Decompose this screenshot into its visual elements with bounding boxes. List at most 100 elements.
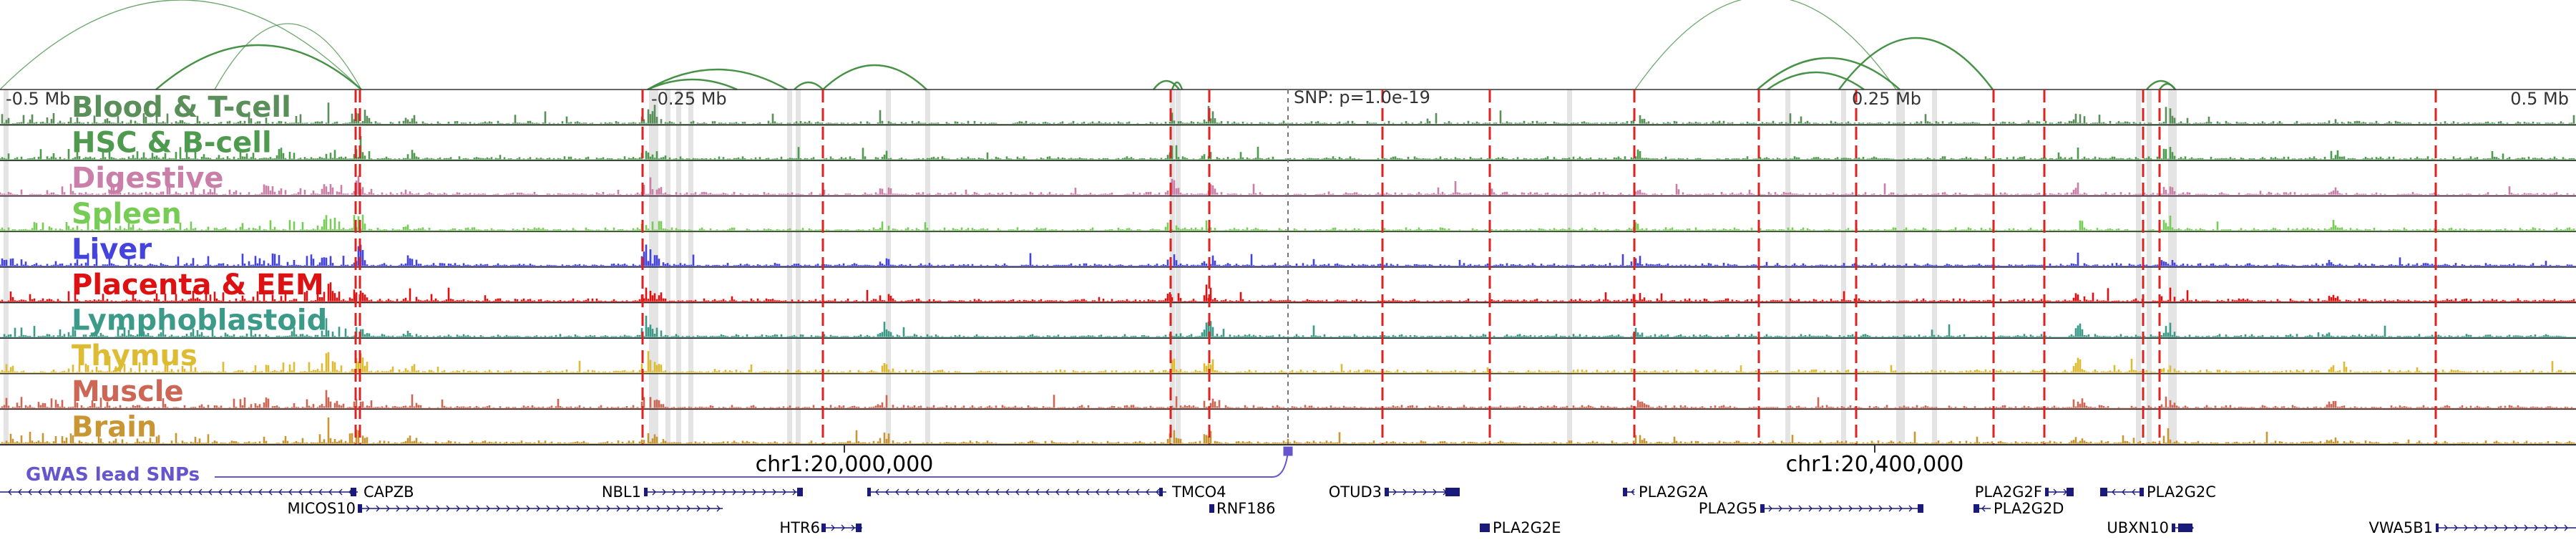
gene-exon <box>1209 504 1214 513</box>
interaction-arc <box>2159 82 2176 90</box>
gene-label: PLA2G2E <box>1493 519 1561 536</box>
gene-exon <box>2067 488 2074 496</box>
gene-exon <box>2178 524 2192 532</box>
track-label: Liver <box>72 233 152 266</box>
signal-track <box>0 337 2576 374</box>
gene-label: PLA2G2C <box>2147 483 2216 501</box>
interaction-arc <box>647 78 738 91</box>
coord-quarter-left-label: -0.25 Mb <box>651 89 727 109</box>
signal-bars <box>0 136 2575 160</box>
gene-pla2g2a[interactable]: PLA2G2A <box>1623 483 1708 501</box>
interaction-arc <box>1838 37 1994 90</box>
gene-label: PLA2G2D <box>1994 500 2064 517</box>
gwas-track: GWAS lead SNPs <box>26 446 1293 486</box>
gene-exon <box>1445 488 1460 496</box>
gene-label: NBL1 <box>602 483 641 501</box>
gwas-snp-marker[interactable] <box>1283 446 1293 456</box>
snp-label: SNP: p=1.0e-19 <box>1294 87 1430 107</box>
gene-label: PLA2G5 <box>1699 500 1757 517</box>
interaction-arc <box>1153 79 1180 90</box>
interaction-arc <box>155 44 362 90</box>
gene-exon <box>1385 488 1389 496</box>
gene-pla2g2f[interactable]: PLA2G2F <box>1975 483 2074 501</box>
gene-exon <box>1918 504 1923 513</box>
gene-label: MICOS10 <box>287 500 356 517</box>
gene-otud3[interactable]: OTUD3 <box>1329 483 1460 501</box>
gene-exon <box>2172 524 2175 532</box>
gene-exon <box>644 488 648 496</box>
interaction-arc <box>214 23 362 90</box>
signal-bars <box>1 390 2573 408</box>
gene-exon <box>856 524 862 532</box>
gene-pla2g2d[interactable]: PLA2G2D <box>1974 500 2064 517</box>
signal-bars <box>0 175 2575 195</box>
interaction-arc <box>1634 0 1897 90</box>
gene-exon <box>2100 488 2107 496</box>
track-label: Placenta & EEM <box>72 269 324 302</box>
interaction-arc <box>794 81 824 90</box>
interaction-arc <box>822 64 927 90</box>
signal-track <box>0 266 2576 303</box>
gene-label: RNF186 <box>1216 500 1275 517</box>
track-label: Blood & T-cell <box>72 91 291 124</box>
gene-rnf186[interactable]: RNF186 <box>1209 500 1275 517</box>
gwas-connector <box>215 447 1289 478</box>
gene-exon <box>2436 524 2439 532</box>
gene-exon <box>797 488 803 496</box>
track-label: Spleen <box>72 198 182 231</box>
gene-label: HTR6 <box>779 519 820 536</box>
gene-ubxn10[interactable]: UBXN10 <box>2107 519 2194 536</box>
coord-quarter-right-label: 0.25 Mb <box>1852 89 1921 109</box>
signal-bars <box>1 102 2575 124</box>
gene-label: PLA2G2A <box>1639 483 1708 501</box>
gene-micos10[interactable]: MICOS10 <box>287 500 723 517</box>
signal-bars <box>3 315 2567 337</box>
gene-pla2g5[interactable]: PLA2G5 <box>1699 500 1923 517</box>
coordinate-labels: -0.5 Mb -0.25 Mb SNP: p=1.0e-19 0.25 Mb … <box>6 87 2569 109</box>
gene-label: VWA5B1 <box>2369 519 2433 536</box>
chrom-tick-label: chr1:20,000,000 <box>756 452 934 477</box>
gene-exon <box>2045 488 2049 496</box>
gene-exon <box>2140 488 2144 496</box>
track-label: Brain <box>72 410 157 443</box>
chrom-tick-label: chr1:20,400,000 <box>1786 452 1964 477</box>
interaction-arc <box>647 68 788 91</box>
signal-track <box>0 302 2576 338</box>
signal-bars <box>0 351 2575 372</box>
track-label: Digestive <box>72 162 224 195</box>
gene-pla2g2c[interactable]: PLA2G2C <box>2100 483 2216 501</box>
signal-bars <box>1 417 2575 443</box>
gene-exon <box>358 504 362 513</box>
chromosome-axis: chr1:20,000,000 chr1:20,400,000 <box>0 444 2576 477</box>
track-label: Lymphoblastoid <box>72 304 327 337</box>
signal-bars <box>0 214 2575 231</box>
gene-nbl1[interactable]: NBL1 <box>602 483 803 501</box>
gene-exon <box>1760 504 1765 513</box>
gene-exon <box>1480 524 1490 532</box>
gwas-label: GWAS lead SNPs <box>26 464 200 486</box>
gene-pla2g2e[interactable]: PLA2G2E <box>1480 519 1561 536</box>
gene-vwa5b1[interactable]: VWA5B1 <box>2369 519 2576 536</box>
gene-label: TMCO4 <box>1171 483 1226 501</box>
interaction-arc <box>0 0 362 90</box>
gene-tmco4[interactable]: TMCO4 <box>867 483 1226 501</box>
track-label: HSC & B-cell <box>72 127 272 160</box>
gene-exon <box>1159 488 1163 496</box>
interaction-arc <box>1171 81 1184 90</box>
coord-left-label: -0.5 Mb <box>6 89 70 109</box>
snp-lines <box>354 90 2437 445</box>
signal-bars <box>0 244 2573 266</box>
gene-exon <box>351 488 356 496</box>
gene-label: PLA2G2F <box>1975 483 2042 501</box>
interaction-arc <box>1767 71 1865 90</box>
gene-capzb[interactable]: CAPZB <box>0 483 414 501</box>
gene-htr6[interactable]: HTR6 <box>779 519 862 536</box>
gene-exon <box>1974 504 1979 513</box>
signal-track <box>0 231 2576 267</box>
coord-right-label: 0.5 Mb <box>2510 89 2569 109</box>
gene-exon <box>821 524 826 532</box>
